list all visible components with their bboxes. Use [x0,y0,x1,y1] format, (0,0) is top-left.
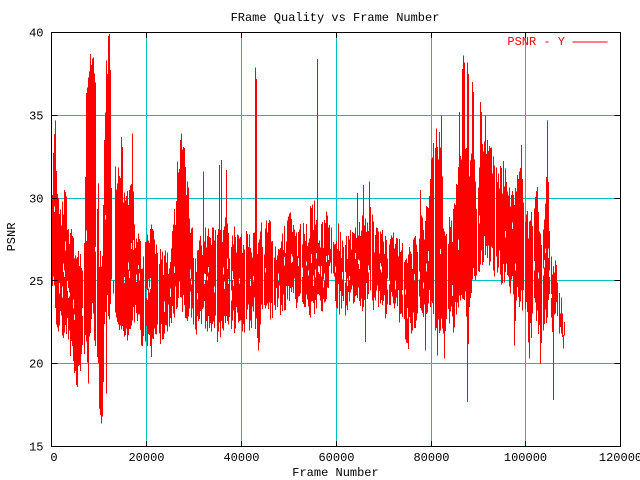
svg-text:PSNR - Y: PSNR - Y [507,35,565,49]
svg-text:80000: 80000 [413,451,449,465]
svg-text:35: 35 [29,110,43,124]
svg-text:100000: 100000 [504,451,547,465]
svg-text:40: 40 [29,27,43,41]
svg-text:PSNR: PSNR [5,223,19,252]
svg-text:Frame Number: Frame Number [292,466,378,480]
svg-text:0: 0 [50,451,57,465]
svg-text:60000: 60000 [318,451,354,465]
svg-text:FRame Quality vs Frame Number: FRame Quality vs Frame Number [231,11,440,25]
svg-text:20000: 20000 [128,451,164,465]
svg-text:120000: 120000 [599,451,640,465]
svg-text:40000: 40000 [223,451,259,465]
svg-text:30: 30 [29,193,43,207]
svg-text:15: 15 [29,441,43,455]
svg-text:20: 20 [29,358,43,372]
svg-text:25: 25 [29,275,43,289]
